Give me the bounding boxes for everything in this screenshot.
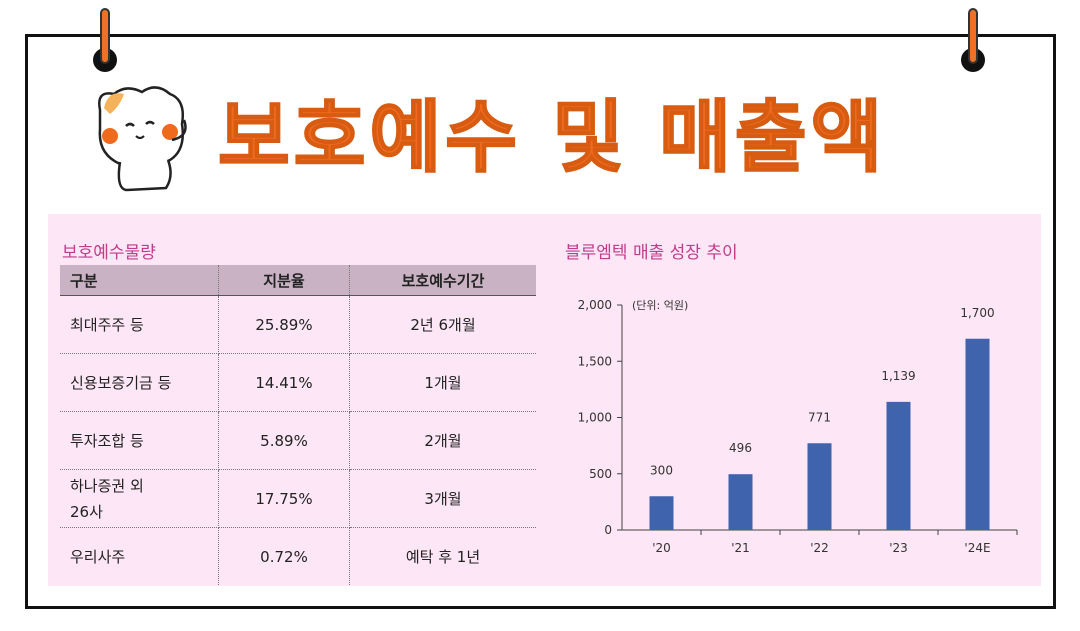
row-category: 최대주주 등 [60, 295, 219, 354]
binder-ring-left [90, 8, 120, 72]
y-tick-label: 500 [589, 467, 612, 481]
x-tick-label: '24E [964, 541, 990, 555]
x-tick-label: '22 [810, 541, 829, 555]
binder-ring-right [958, 8, 988, 72]
table-row: 최대주주 등 25.89% 2년 6개월 [60, 295, 536, 354]
row-category: 투자조합 등 [60, 411, 219, 470]
page-title: 보호예수 및 매출액 [217, 92, 887, 184]
table-header-row: 구분 지분율 보호예수기간 [60, 265, 536, 296]
y-tick-label: 1,000 [578, 411, 612, 425]
table-row: 우리사주 0.72% 예탁 후 1년 [60, 527, 536, 585]
row-share: 5.89% [218, 411, 350, 470]
bar-value-label: 1,700 [960, 306, 994, 320]
row-category: 우리사주 [60, 527, 219, 585]
row-period: 예탁 후 1년 [405, 548, 481, 566]
row-period: 2개월 [349, 411, 536, 470]
row-period: 3개월 [349, 469, 536, 528]
column-header-category: 구분 [60, 265, 219, 296]
chart-title: 블루엠텍 매출 성장 추이 [565, 243, 738, 263]
lockup-heading: 보호예수물량 [62, 243, 156, 263]
cat-mascot-icon [98, 86, 187, 192]
bar [807, 443, 832, 530]
bar [728, 474, 753, 530]
column-header-period: 보호예수기간 [349, 265, 536, 296]
row-category: 신용보증기금 등 [60, 353, 219, 412]
row-category: 하나증권 외 26사 [60, 469, 219, 528]
row-period: 2년 6개월 [349, 295, 536, 354]
bar-value-label: 1,139 [881, 369, 915, 383]
bar [649, 496, 674, 530]
table-row: 신용보증기금 등 14.41% 1개월 [60, 353, 536, 412]
row-period: 1개월 [349, 353, 536, 412]
bar [886, 401, 911, 530]
table-row: 하나증권 외 26사 17.75% 3개월 [60, 469, 536, 528]
x-tick-label: '21 [731, 541, 750, 555]
bar-value-label: 771 [808, 410, 831, 424]
row-share: 25.89% [218, 295, 350, 354]
revenue-bar-chart: 0 500 1,000 1,500 2,000 (단위: 억원) 300 '20 496 '21 7… [578, 298, 1018, 555]
lockup-table: 구분 지분율 보호예수기간 최대주주 등 25.89% 2년 6개월 신용보증기… [60, 265, 536, 585]
bar-value-label: 496 [729, 441, 752, 455]
row-share: 14.41% [218, 353, 350, 412]
y-tick-label: 1,500 [578, 354, 612, 368]
y-tick-label: 0 [604, 523, 612, 537]
table-row: 투자조합 등 5.89% 2개월 [60, 411, 536, 470]
x-tick-label: '23 [889, 541, 908, 555]
unit-label: (단위: 억원) [632, 299, 688, 312]
y-tick-label: 2,000 [578, 298, 612, 312]
row-share: 17.75% [218, 469, 350, 528]
bar-value-label: 300 [650, 463, 673, 477]
row-share: 0.72% [218, 527, 350, 585]
column-header-share: 지분율 [218, 265, 350, 296]
x-tick-label: '20 [652, 541, 671, 555]
bar [965, 338, 990, 530]
